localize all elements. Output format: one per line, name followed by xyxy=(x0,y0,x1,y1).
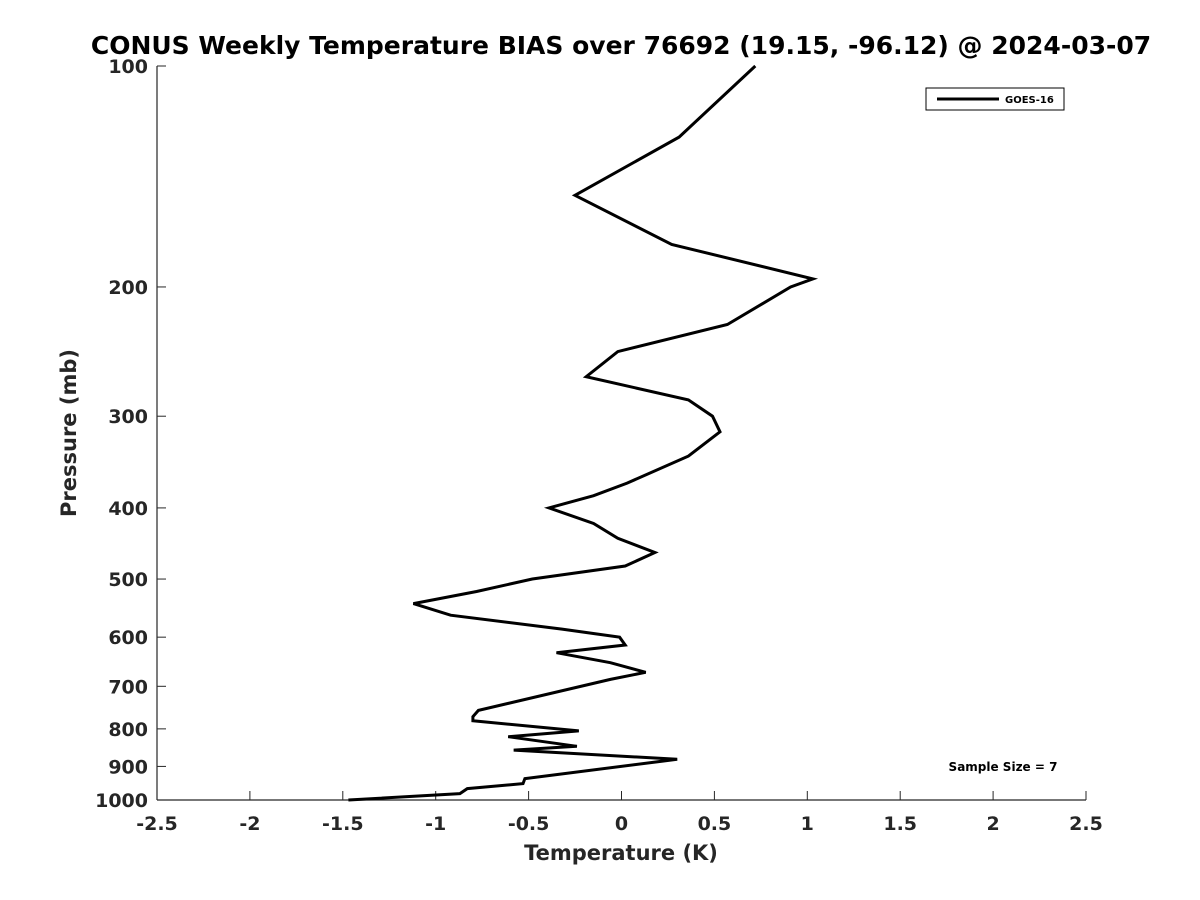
y-tick-label: 600 xyxy=(108,627,148,649)
x-tick-label: -0.5 xyxy=(508,813,550,835)
x-tick-label: -2.5 xyxy=(136,813,178,835)
x-tick-label: 1.5 xyxy=(883,813,917,835)
y-tick-label: 500 xyxy=(108,569,148,591)
y-tick-label: 100 xyxy=(108,56,148,78)
y-tick-label: 400 xyxy=(108,498,148,520)
y-tick-label: 1000 xyxy=(95,790,148,812)
y-tick-label: 900 xyxy=(108,756,148,778)
x-tick-label: -1.5 xyxy=(322,813,364,835)
x-tick-label: 2.5 xyxy=(1069,813,1103,835)
y-tick-label: 700 xyxy=(108,676,148,698)
y-axis-label: Pressure (mb) xyxy=(57,349,81,517)
legend: GOES-16 xyxy=(925,87,1065,111)
data-series xyxy=(348,64,819,802)
x-axis-label: Temperature (K) xyxy=(524,841,718,865)
series-line-goes-16 xyxy=(348,64,819,802)
x-tick-label: -1 xyxy=(425,813,446,835)
x-tick-label: 0.5 xyxy=(698,813,732,835)
legend-label-goes-16: GOES-16 xyxy=(1005,95,1054,106)
plot-axes: -2.5 -2 -1.5 -1 -0.5 0 0.5 1 1.5 2 2.5 100 200 300 400… xyxy=(95,56,1103,835)
x-tick-label: 0 xyxy=(615,813,628,835)
y-tick-label: 200 xyxy=(108,277,148,299)
y-tick-label: 300 xyxy=(108,406,148,428)
y-tick-label: 800 xyxy=(108,719,148,741)
x-tick-label: 1 xyxy=(801,813,814,835)
chart-title: CONUS Weekly Temperature BIAS over 76692… xyxy=(91,31,1151,60)
sample-size-annotation: Sample Size = 7 xyxy=(949,760,1058,774)
x-tick-label: 2 xyxy=(986,813,999,835)
x-tick-label: -2 xyxy=(239,813,260,835)
